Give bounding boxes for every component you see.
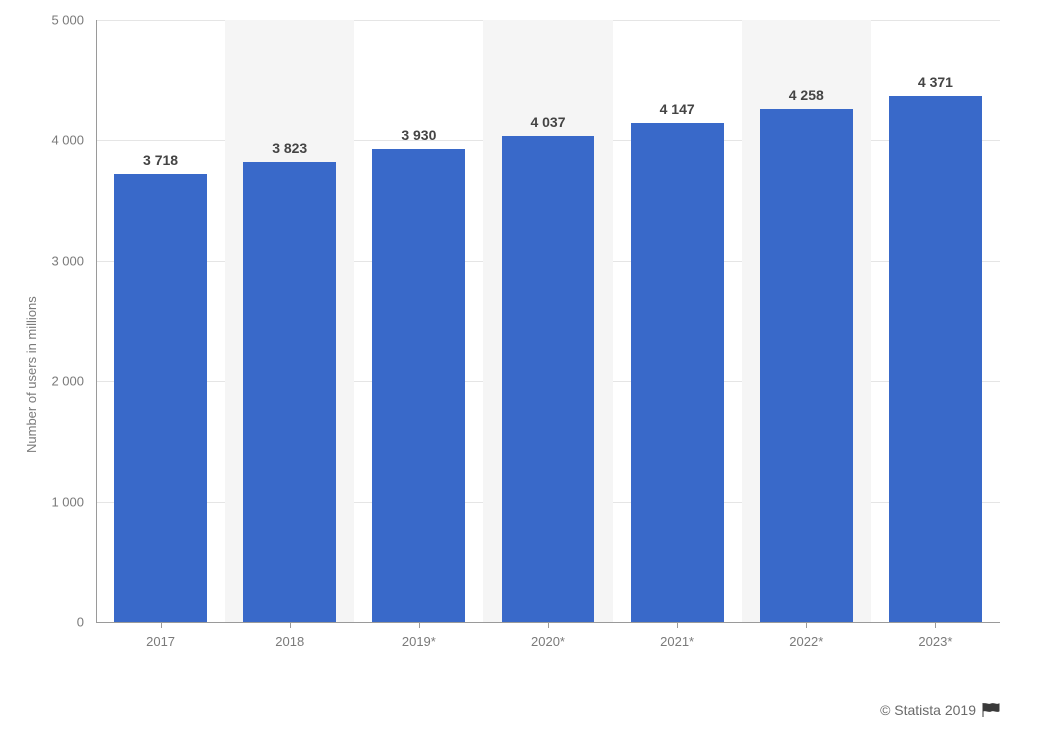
bar — [372, 149, 465, 622]
bar-slot: 4 147 — [613, 20, 742, 622]
y-tick-label: 2 000 — [0, 374, 84, 389]
x-tick-label: 2017 — [96, 634, 225, 649]
bar-value-label: 4 258 — [742, 87, 871, 103]
bar — [631, 123, 724, 622]
bar — [760, 109, 853, 622]
y-tick-label: 0 — [0, 615, 84, 630]
y-axis-line — [96, 20, 97, 622]
bar-slot: 4 371 — [871, 20, 1000, 622]
x-tick-label: 2020* — [483, 634, 612, 649]
bar-value-label: 4 371 — [871, 74, 1000, 90]
x-tick — [548, 622, 549, 628]
bar-slot: 4 258 — [742, 20, 871, 622]
bar-value-label: 4 037 — [483, 114, 612, 130]
x-tick — [935, 622, 936, 628]
bar-value-label: 3 823 — [225, 140, 354, 156]
y-tick-label: 3 000 — [0, 253, 84, 268]
plot-area: 3 7183 8233 9304 0374 1474 2584 371 — [96, 20, 1000, 622]
flag-icon — [982, 703, 1000, 717]
chart-container: 3 7183 8233 9304 0374 1474 2584 371 Numb… — [0, 0, 1040, 742]
x-tick-label: 2022* — [742, 634, 871, 649]
y-tick-label: 1 000 — [0, 494, 84, 509]
bar-slot: 3 718 — [96, 20, 225, 622]
bar-value-label: 3 718 — [96, 152, 225, 168]
x-tick — [677, 622, 678, 628]
bar-value-label: 4 147 — [613, 101, 742, 117]
x-tick-label: 2023* — [871, 634, 1000, 649]
bars-row: 3 7183 8233 9304 0374 1474 2584 371 — [96, 20, 1000, 622]
bar-slot: 3 823 — [225, 20, 354, 622]
y-tick-label: 5 000 — [0, 13, 84, 28]
y-tick-label: 4 000 — [0, 133, 84, 148]
x-tick-label: 2018 — [225, 634, 354, 649]
bar — [243, 162, 336, 622]
bar-slot: 3 930 — [354, 20, 483, 622]
x-tick — [806, 622, 807, 628]
bar — [889, 96, 982, 622]
x-tick-label: 2021* — [613, 634, 742, 649]
x-tick — [161, 622, 162, 628]
attribution: © Statista 2019 — [880, 702, 1000, 718]
bar-value-label: 3 930 — [354, 127, 483, 143]
x-tick-label: 2019* — [354, 634, 483, 649]
x-tick — [419, 622, 420, 628]
attribution-text: © Statista 2019 — [880, 702, 976, 718]
bar — [114, 174, 207, 622]
bar — [502, 136, 595, 622]
x-tick — [290, 622, 291, 628]
bar-slot: 4 037 — [483, 20, 612, 622]
